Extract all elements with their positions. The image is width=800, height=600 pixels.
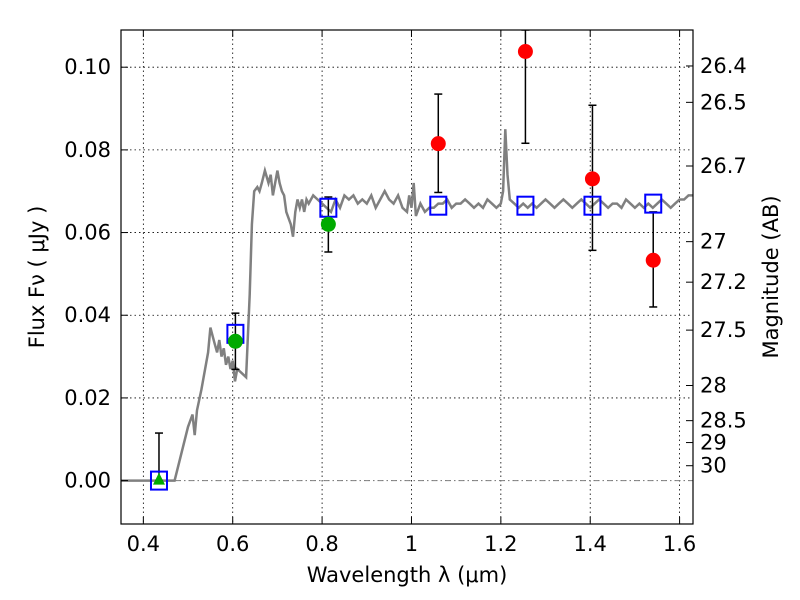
plot-area xyxy=(121,30,693,491)
observed-flux-marker xyxy=(227,333,243,349)
right-tick-label: 26.4 xyxy=(700,54,747,78)
observed-flux-marker xyxy=(645,252,661,268)
y-tick-label: 0.06 xyxy=(64,221,111,245)
observed-flux-marker xyxy=(320,216,336,232)
y-tick-label: 0.02 xyxy=(64,386,111,410)
upper-limit-marker xyxy=(152,472,165,485)
x-axis-title: Wavelength λ (μm) xyxy=(307,563,508,587)
observed-flux-marker xyxy=(430,136,446,152)
x-tick-label: 0.6 xyxy=(216,532,249,556)
right-tick-label: 26.5 xyxy=(700,90,747,114)
x-tick-label: 0.4 xyxy=(127,532,160,556)
x-tick-label: 1 xyxy=(405,532,418,556)
y-axis-ticks: 0.00 0.02 0.04 0.06 0.08 0.10 xyxy=(64,55,128,493)
right-tick-label: 27.2 xyxy=(700,270,747,294)
model-flux-marker xyxy=(516,195,535,216)
y-tick-label: 0.08 xyxy=(64,138,111,162)
model-flux-marker xyxy=(644,193,663,214)
model-flux-marker xyxy=(319,197,338,218)
x-tick-label: 1.2 xyxy=(484,532,517,556)
observed-flux-marker xyxy=(517,43,533,59)
right-tick-label: 30 xyxy=(700,454,727,478)
right-tick-label: 27 xyxy=(700,230,727,254)
x-axis-ticks: 0.4 0.6 0.8 1 1.2 1.4 1.6 xyxy=(127,30,696,556)
right-tick-label: 28.5 xyxy=(700,409,747,433)
plot-frame xyxy=(120,29,694,525)
model-flux-marker xyxy=(429,195,448,216)
right-tick-label: 28 xyxy=(700,374,727,398)
right-tick-label: 26.7 xyxy=(700,154,747,178)
right-tick-label: 27.5 xyxy=(700,318,747,342)
data-markers xyxy=(149,43,663,491)
x-tick-label: 1.6 xyxy=(663,532,696,556)
x-tick-label: 1.4 xyxy=(574,532,607,556)
right-axis-title: Magnitude (AB) xyxy=(759,195,783,358)
y-tick-label: 0.10 xyxy=(64,55,111,79)
sed-model-line xyxy=(121,129,693,482)
model-flux-marker xyxy=(583,195,602,216)
right-tick-label: 29 xyxy=(700,431,727,455)
x-tick-label: 0.8 xyxy=(305,532,338,556)
observed-flux-marker xyxy=(584,171,600,187)
model-flux-marker xyxy=(149,470,168,491)
y-tick-label: 0.00 xyxy=(64,469,111,493)
y-axis-title: Flux Fν ( μJy ) xyxy=(25,206,49,349)
y-tick-label: 0.04 xyxy=(64,303,111,327)
